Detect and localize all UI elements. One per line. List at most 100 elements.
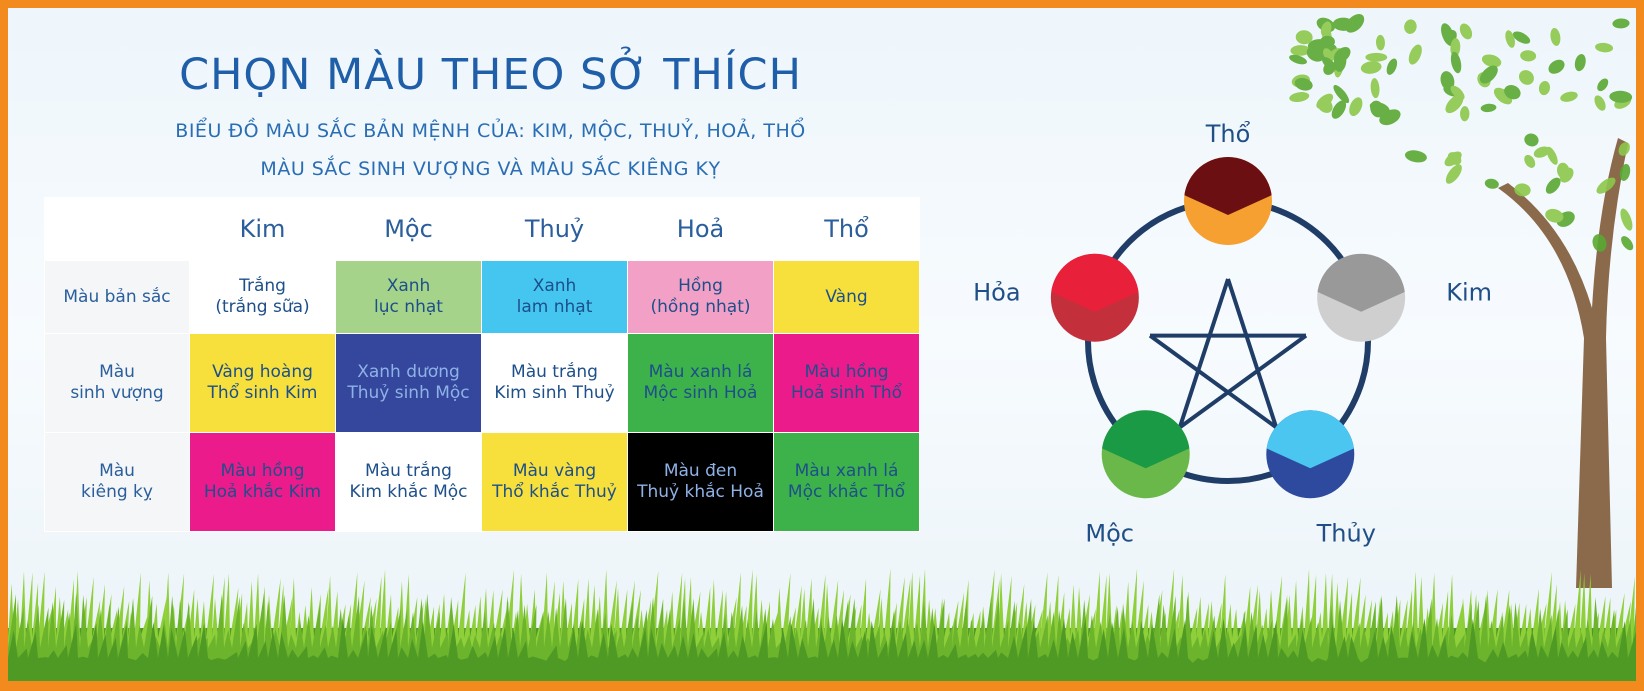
column-header: Kim	[189, 197, 336, 261]
leaf	[1514, 183, 1531, 197]
cell-text: Màu xanh lá	[648, 362, 753, 382]
cell-text: Xanh	[386, 276, 431, 296]
cell-text: Thuỷ khắc Hoả	[637, 482, 764, 502]
star-line	[1178, 334, 1308, 429]
leaf	[1512, 31, 1531, 44]
cell-text: lục nhạt	[374, 297, 443, 317]
star-line	[1177, 278, 1230, 428]
leaf	[1505, 30, 1515, 48]
table-row: Màu sinh vượng Vàng hoàng Thổ sinh Kim Xanh …	[44, 333, 920, 433]
leaf	[1597, 78, 1609, 92]
leaf	[1596, 177, 1616, 194]
leaf	[1524, 154, 1536, 168]
tree-trunk	[1498, 138, 1628, 588]
row-label: Màu sinh vượng	[44, 333, 190, 433]
leaf	[1460, 106, 1470, 122]
cell-text: Màu trắng	[365, 461, 452, 481]
node-label: Thủy	[1316, 519, 1376, 547]
color-cell: Trắng (trắng sữa)	[189, 260, 336, 334]
leaf	[1594, 95, 1606, 111]
leaf	[1504, 84, 1521, 100]
node-label: Mộc	[1085, 519, 1134, 547]
color-cell: Màu hồng Hoả khắc Kim	[189, 432, 336, 532]
node-top	[1184, 157, 1272, 215]
leaf	[1369, 102, 1390, 114]
leaf	[1289, 92, 1310, 102]
column-header: Hoả	[627, 197, 774, 261]
cell-text: kiêng kỵ	[81, 482, 153, 502]
cell-text: Hồng	[678, 276, 723, 296]
leaf	[1332, 17, 1355, 31]
node-top	[1101, 410, 1190, 469]
tree	[1289, 13, 1634, 588]
leaf	[1450, 38, 1461, 57]
five-elements-diagram: Thổ Kim Thủy Mộc Hỏa	[973, 120, 1492, 547]
color-cell: Màu trắng Kim khắc Mộc	[335, 432, 482, 532]
leaf	[1595, 42, 1614, 53]
leaf	[1331, 100, 1347, 119]
leaf	[1386, 58, 1398, 75]
leaf	[1621, 236, 1634, 251]
column-header: Thuỷ	[481, 197, 628, 261]
subtitle: MÀU SẮC SINH VƯỢNG VÀ MÀU SẮC KIÊNG KỴ	[260, 158, 721, 180]
leaf	[1612, 18, 1630, 29]
cell-text: Kim khắc Mộc	[349, 482, 468, 502]
leaf	[1450, 51, 1462, 74]
table-row: Màu kiêng kỵ Màu hồng Hoả khắc Kim Màu trắng…	[44, 432, 920, 532]
leaves	[1289, 13, 1634, 252]
node-label: Thổ	[1205, 120, 1251, 148]
cell-text: Màu hồng	[220, 461, 305, 481]
cell-text: Hoả khắc Kim	[203, 482, 322, 502]
cell-text: (hồng nhạt)	[650, 297, 751, 317]
leaf	[1445, 94, 1464, 114]
leaf	[1545, 177, 1561, 194]
leaf	[1545, 208, 1564, 223]
color-cell: Màu trắng Kim sinh Thuỷ	[481, 333, 628, 433]
cell-text: Màu đen	[663, 461, 738, 481]
cell-text: Thổ sinh Kim	[207, 383, 318, 403]
leaf	[1333, 47, 1351, 63]
leaf	[1548, 59, 1565, 74]
leaf	[1538, 80, 1550, 96]
cell-text: Xanh dương	[357, 362, 460, 382]
leaf	[1440, 71, 1455, 91]
cell-text: Màu hồng	[804, 362, 889, 382]
leaf	[1592, 234, 1607, 252]
leaf	[1560, 91, 1578, 102]
leaf	[1480, 103, 1497, 113]
leaf	[1404, 150, 1427, 163]
leaf	[1550, 28, 1561, 46]
column-header: Thổ	[773, 197, 920, 261]
cell-text: lam nhạt	[516, 297, 593, 317]
cell-text: Hoả sinh Thổ	[790, 383, 903, 403]
leaf	[1574, 54, 1586, 72]
color-cell: Màu xanh lá Mộc khắc Thổ	[773, 432, 920, 532]
cell-text: sinh vượng	[70, 383, 164, 403]
subtitle: BIỂU ĐỒ MÀU SẮC BẢN MỆNH CỦA: KIM, MỘC, …	[175, 120, 806, 142]
node-top	[1266, 410, 1355, 469]
leaf	[1333, 85, 1350, 104]
cell-text: Vàng hoàng	[212, 362, 313, 382]
color-cell: Màu hồng Hoả sinh Thổ	[773, 333, 920, 433]
leaf	[1317, 98, 1333, 113]
corner	[44, 197, 190, 261]
leaf	[1533, 146, 1550, 158]
leaf	[1459, 23, 1473, 40]
leaf	[1524, 133, 1539, 147]
cell-text: Mộc khắc Thổ	[787, 482, 906, 502]
color-cell: Hồng (hồng nhạt)	[627, 260, 774, 334]
color-cell: Màu vàng Thổ khắc Thuỷ	[481, 432, 628, 532]
color-cell: Vàng	[773, 260, 920, 334]
color-cell: Xanh lục nhạt	[335, 260, 482, 334]
color-cell: Xanh lam nhạt	[481, 260, 628, 334]
leaf	[1307, 39, 1327, 51]
leaf	[1620, 208, 1633, 231]
header-row: Kim Mộc Thuỷ Hoả Thổ	[44, 197, 920, 261]
leaf	[1445, 164, 1462, 184]
title: CHỌN MÀU THEO SỞ THÍCH	[179, 50, 802, 100]
cell-text: Thổ khắc Thuỷ	[492, 482, 617, 502]
cell-text: Kim sinh Thuỷ	[494, 383, 615, 403]
star-line	[1148, 334, 1278, 429]
grass-blades	[8, 618, 1636, 681]
